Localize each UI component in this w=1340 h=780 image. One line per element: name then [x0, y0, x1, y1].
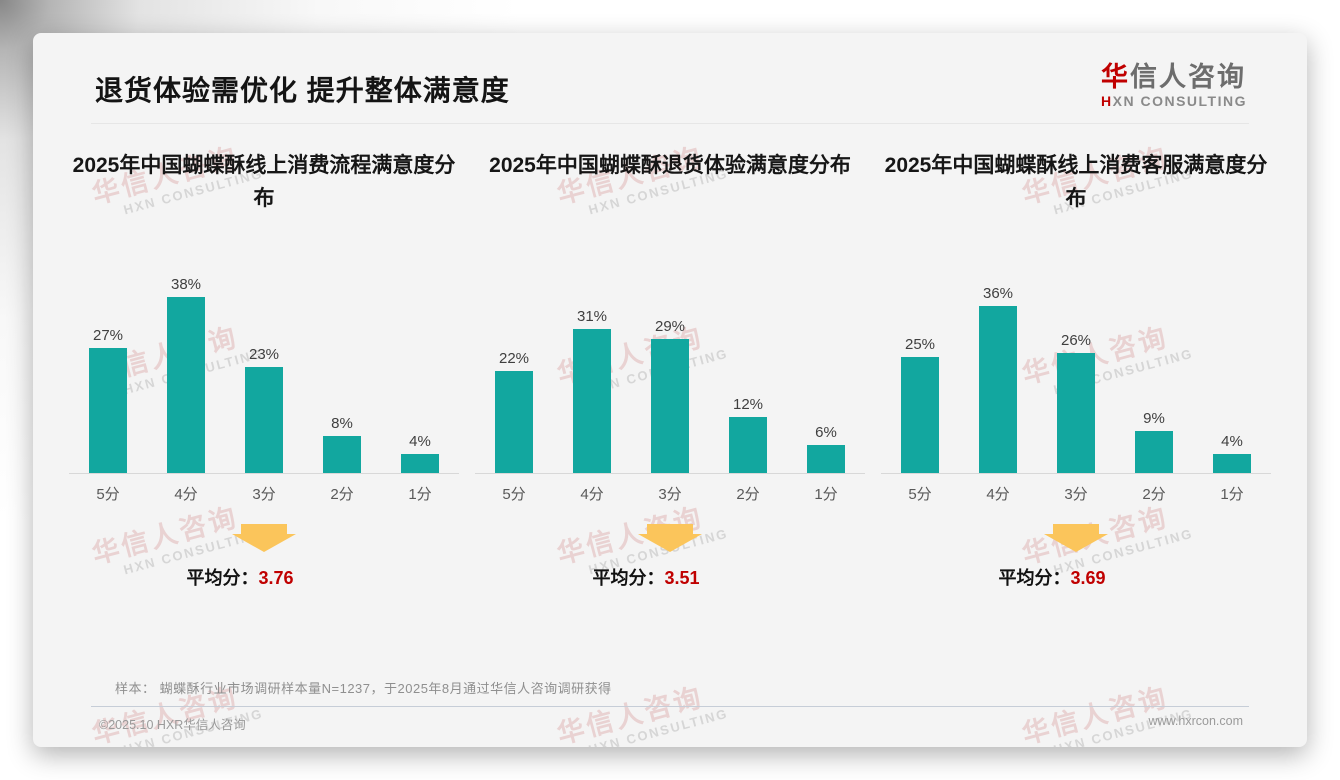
chart-column-returns: 2025年中国蝴蝶酥退货体验满意度分布 22% 31% 29% 12% 6% 5分 4分 3… [467, 124, 873, 590]
bar-slot: 8% [303, 415, 381, 473]
bar [1057, 353, 1095, 473]
bar-slot: 36% [959, 285, 1037, 473]
chart-column-process: 2025年中国蝴蝶酥线上消费流程满意度分布 27% 38% 23% 8% 4% 5分 4分… [61, 124, 467, 590]
bar-slot: 26% [1037, 332, 1115, 473]
bar-slot: 31% [553, 308, 631, 473]
bar-chart: 27% 38% 23% 8% 4% [69, 222, 459, 474]
bar-slot: 23% [225, 346, 303, 473]
bar [401, 454, 439, 473]
bar-slot: 12% [709, 396, 787, 473]
bar-value-label: 31% [576, 308, 608, 325]
category-label: 4分 [580, 486, 604, 503]
category-axis: 5分 4分 3分 2分 1分 [475, 474, 865, 504]
category-label: 4分 [174, 486, 198, 503]
logo-en-text: HXN CONSULTING [1101, 92, 1247, 109]
bar-chart: 25% 36% 26% 9% 4% [881, 222, 1271, 474]
chart-column-service: 2025年中国蝴蝶酥线上消费客服满意度分布 25% 36% 26% 9% 4% 5分 4分… [873, 124, 1279, 590]
logo-cn-text: 华信人咨询 [1101, 62, 1247, 92]
charts-row: 2025年中国蝴蝶酥线上消费流程满意度分布 27% 38% 23% 8% 4% 5分 4分… [33, 124, 1307, 590]
average-value: 3.51 [664, 568, 700, 588]
bar [1213, 454, 1251, 473]
bar-slot: 38% [147, 276, 225, 473]
bar-value-label: 23% [248, 346, 280, 363]
average-value: 3.69 [1070, 568, 1106, 588]
category-label: 2分 [1142, 486, 1166, 503]
footer-website: www.hxrcon.com [1148, 714, 1243, 728]
down-arrow-icon [232, 524, 296, 552]
header-divider [91, 123, 1249, 124]
chart-title: 2025年中国蝴蝶酥线上消费流程满意度分布 [72, 154, 456, 210]
bar-value-label: 26% [1060, 332, 1092, 349]
bar-slot: 4% [381, 433, 459, 473]
average-label: 平均分： [592, 568, 665, 588]
average-score-line: 平均分：3.69 [998, 564, 1105, 590]
category-axis: 5分 4分 3分 2分 1分 [881, 474, 1271, 504]
bar-value-label: 36% [982, 285, 1014, 302]
bar [89, 348, 127, 473]
category-label: 1分 [408, 486, 432, 503]
bar [651, 339, 689, 473]
bar [729, 417, 767, 473]
footer-divider [91, 706, 1249, 707]
bar-value-label: 4% [409, 433, 431, 450]
bar-value-label: 12% [732, 396, 764, 413]
average-label: 平均分： [186, 568, 259, 588]
category-label: 2分 [330, 486, 354, 503]
category-label: 5分 [96, 486, 120, 503]
category-label: 4分 [986, 486, 1010, 503]
bar-value-label: 6% [815, 424, 837, 441]
bar-slot: 25% [881, 336, 959, 473]
bar [245, 367, 283, 473]
bar [901, 357, 939, 473]
bar-slot: 9% [1115, 410, 1193, 473]
down-arrow-icon [1044, 524, 1108, 552]
category-label: 5分 [908, 486, 932, 503]
footer-copyright: ©2025.10 HXR华信人咨询 [99, 718, 246, 732]
bar [167, 297, 205, 473]
company-logo: 华信人咨询 HXN CONSULTING [1101, 62, 1247, 109]
average-label: 平均分： [998, 568, 1071, 588]
category-label: 1分 [814, 486, 838, 503]
sample-note: 样本： 蝴蝶酥行业市场调研样本量N=1237，于2025年8月通过华信人咨询调研… [115, 681, 612, 696]
bar [495, 371, 533, 473]
average-value: 3.76 [258, 568, 294, 588]
header: 退货体验需优化 提升整体满意度 华信人咨询 HXN CONSULTING [33, 33, 1307, 109]
bar-value-label: 8% [331, 415, 353, 432]
category-label: 3分 [252, 486, 276, 503]
bar-slot: 22% [475, 350, 553, 473]
bar-slot: 4% [1193, 433, 1271, 473]
bar-value-label: 25% [904, 336, 936, 353]
slide-card: 华信人咨询 HXN CONSULTING 华信人咨询 HXN CONSULTING 华信… [33, 33, 1307, 747]
bar-value-label: 38% [170, 276, 202, 293]
chart-title: 2025年中国蝴蝶酥线上消费客服满意度分布 [884, 154, 1268, 210]
bar-slot: 29% [631, 318, 709, 473]
category-label: 1分 [1220, 486, 1244, 503]
page-title: 退货体验需优化 提升整体满意度 [95, 75, 510, 106]
down-arrow-icon [638, 524, 702, 552]
footer: ©2025.10 HXR华信人咨询 www.hxrcon.com [91, 707, 1249, 733]
bar-value-label: 27% [92, 327, 124, 344]
average-score-line: 平均分：3.76 [186, 564, 293, 590]
bar-value-label: 29% [654, 318, 686, 335]
bar-value-label: 4% [1221, 433, 1243, 450]
category-axis: 5分 4分 3分 2分 1分 [69, 474, 459, 504]
category-label: 3分 [1064, 486, 1088, 503]
bar-value-label: 22% [498, 350, 530, 367]
category-label: 3分 [658, 486, 682, 503]
category-label: 5分 [502, 486, 526, 503]
bar-slot: 27% [69, 327, 147, 473]
chart-title: 2025年中国蝴蝶酥退货体验满意度分布 [489, 154, 851, 177]
bar [979, 306, 1017, 473]
category-label: 2分 [736, 486, 760, 503]
bar [573, 329, 611, 473]
bar-chart: 22% 31% 29% 12% 6% [475, 222, 865, 474]
bar [1135, 431, 1173, 473]
bar-value-label: 9% [1143, 410, 1165, 427]
bar [323, 436, 361, 473]
note-area: 样本： 蝴蝶酥行业市场调研样本量N=1237，于2025年8月通过华信人咨询调研… [33, 678, 1307, 747]
bar-slot: 6% [787, 424, 865, 473]
average-score-line: 平均分：3.51 [592, 564, 699, 590]
bar [807, 445, 845, 473]
